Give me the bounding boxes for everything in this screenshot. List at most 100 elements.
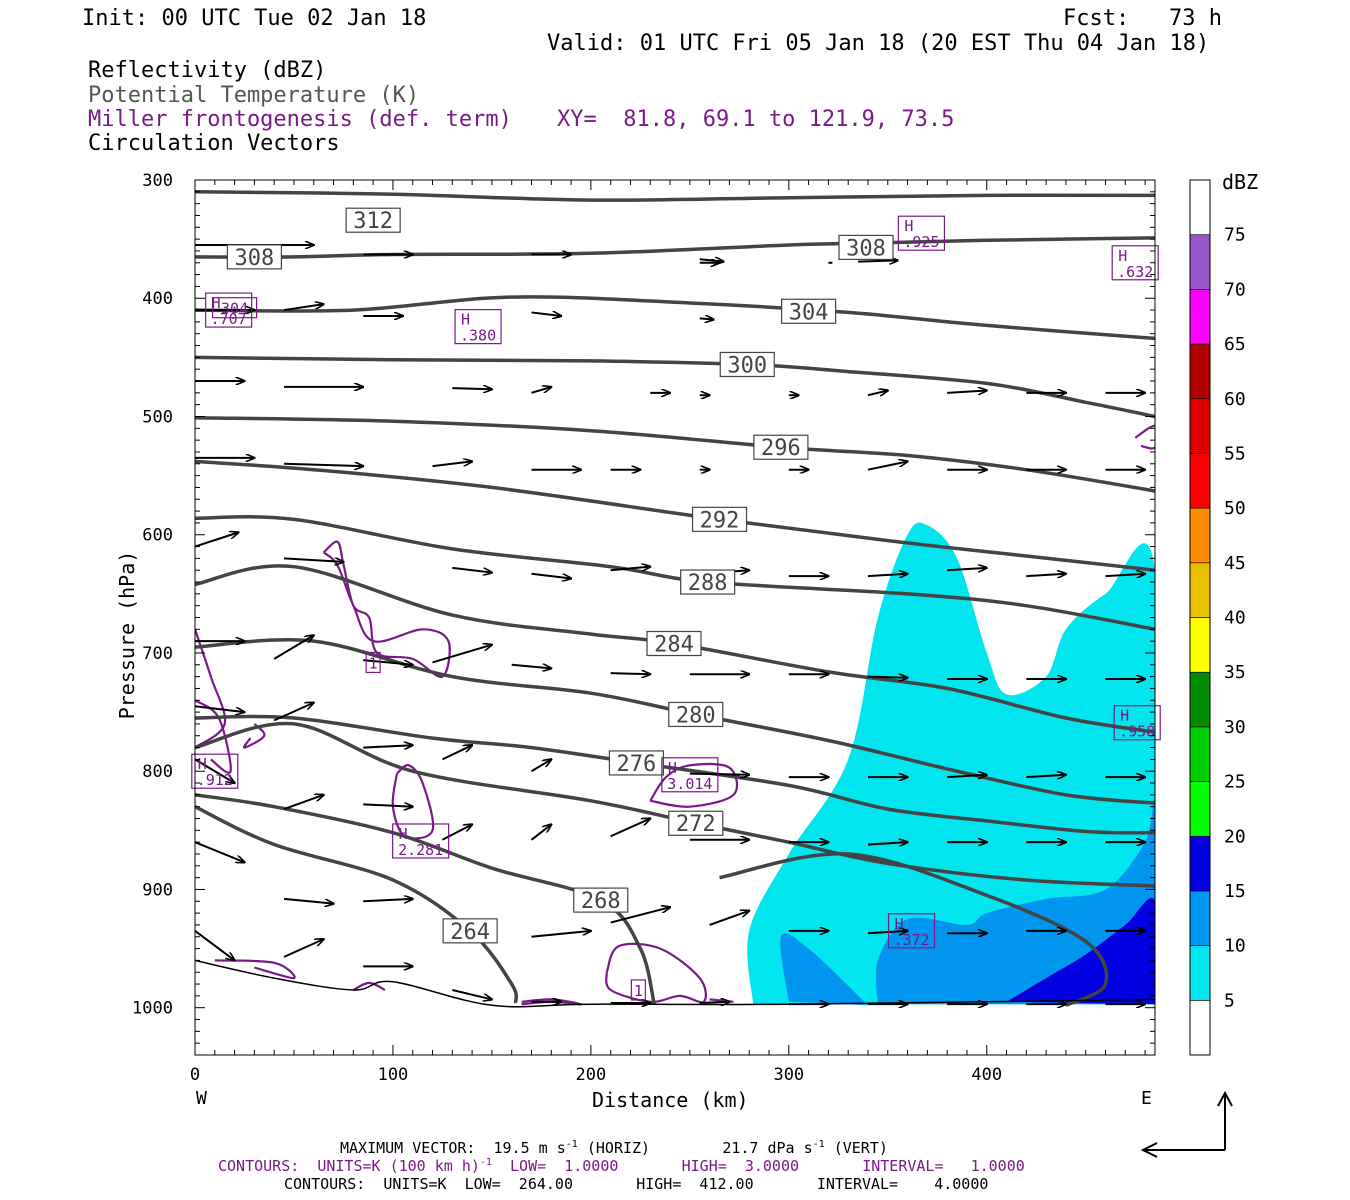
colorbar-swatch bbox=[1189, 289, 1211, 345]
miller-contour bbox=[214, 959, 296, 980]
frontogenesis-max-box bbox=[897, 215, 946, 251]
circulation-vector bbox=[511, 665, 552, 669]
theta-contour-312 bbox=[195, 190, 1155, 202]
y-tick-label: 600 bbox=[142, 526, 173, 546]
legend-reflectivity: Reflectivity (dBZ) bbox=[88, 58, 327, 83]
theta-label-box bbox=[691, 506, 748, 532]
circulation-vector bbox=[1026, 775, 1066, 777]
circulation-vector bbox=[283, 795, 324, 810]
circulation-vector bbox=[531, 931, 590, 938]
circulation-vector bbox=[441, 745, 472, 761]
miller-contour bbox=[649, 762, 739, 808]
circulation-vector bbox=[195, 705, 244, 712]
colorbar-swatch bbox=[1189, 343, 1211, 400]
frontogenesis-contour-label: 1 bbox=[369, 654, 378, 672]
colorbar-label: 55 bbox=[1224, 443, 1246, 464]
colorbar-label: 60 bbox=[1224, 389, 1246, 410]
colorbar-label: 30 bbox=[1224, 717, 1246, 738]
theta-label-box bbox=[668, 701, 724, 728]
theta-label-296: 296 bbox=[761, 436, 801, 461]
circulation-vector bbox=[284, 464, 363, 466]
y-tick-label: 1000 bbox=[132, 999, 173, 1019]
frontogenesis-max-box bbox=[1111, 245, 1159, 281]
colorbar-swatch bbox=[1189, 179, 1211, 235]
circulation-vector bbox=[1105, 574, 1146, 576]
circulation-vector bbox=[363, 659, 412, 665]
colorbar-label: 40 bbox=[1224, 608, 1246, 629]
circulation-vector bbox=[363, 745, 412, 747]
miller-contour bbox=[242, 723, 266, 749]
circulation-vector bbox=[610, 819, 651, 838]
legend-miller: Miller frontogenesis (def. term) bbox=[88, 107, 512, 132]
circulation-vector bbox=[699, 318, 714, 319]
theta-label-box bbox=[753, 434, 809, 460]
frontogenesis-max-value: .707 bbox=[211, 310, 247, 328]
colorbar-label: 20 bbox=[1224, 826, 1246, 847]
frontogenesis-max-letter: H bbox=[668, 759, 677, 777]
miller-contour bbox=[605, 942, 707, 1004]
frontogenesis-contour-label: 304 bbox=[221, 300, 248, 318]
theta-label-box bbox=[573, 887, 629, 913]
y-tick-label: 900 bbox=[142, 880, 173, 900]
colorbar-label: 70 bbox=[1224, 279, 1246, 300]
theta-label-304: 304 bbox=[789, 300, 829, 325]
miller-contour bbox=[195, 628, 227, 749]
theta-contour-292 bbox=[195, 459, 1155, 572]
frontogenesis-max-value: .372 bbox=[893, 931, 929, 949]
theta-label-264: 264 bbox=[450, 920, 490, 945]
colorbar-label: 25 bbox=[1224, 772, 1246, 793]
circulation-vector bbox=[441, 824, 472, 841]
theta-contour-268 bbox=[195, 793, 656, 1005]
colorbar-label: 35 bbox=[1224, 662, 1246, 683]
colorbar-swatch bbox=[1189, 726, 1211, 782]
colorbar-label: 45 bbox=[1224, 553, 1246, 574]
y-tick-label: 700 bbox=[142, 644, 173, 664]
init-time: Init: 00 UTC Tue 02 Jan 18 bbox=[82, 6, 427, 31]
frontogenesis-max-box bbox=[205, 292, 253, 328]
theta-contour-276 bbox=[195, 714, 1155, 835]
frontogenesis-max-letter: H bbox=[1120, 707, 1129, 725]
theta-label-box bbox=[646, 630, 702, 657]
circulation-vector bbox=[867, 931, 908, 933]
circulation-vector bbox=[530, 824, 551, 841]
theta-label-288: 288 bbox=[688, 571, 728, 596]
circulation-vector bbox=[284, 557, 343, 562]
circulation-vector bbox=[610, 567, 651, 571]
frontogenesis-max-value: .632 bbox=[1117, 263, 1153, 281]
colorbar-swatch bbox=[1189, 234, 1211, 290]
circulation-vector bbox=[452, 988, 492, 999]
circulation-vector bbox=[867, 390, 888, 395]
theta-label-box bbox=[838, 234, 894, 260]
circulation-vector bbox=[195, 532, 239, 548]
valid-time: Valid: 01 UTC Fri 05 Jan 18 (20 EST Thu … bbox=[547, 31, 1210, 56]
frontogenesis-max-box bbox=[392, 823, 450, 859]
colorbar-swatch bbox=[1189, 945, 1211, 1001]
circulation-vector bbox=[709, 911, 750, 926]
theta-contour-304 bbox=[195, 295, 1155, 341]
circulation-vector bbox=[195, 758, 235, 783]
circulation-vector bbox=[432, 461, 473, 468]
frontogenesis-max-letter: H bbox=[399, 825, 408, 843]
circulation-vector bbox=[867, 842, 908, 844]
circulation-vector bbox=[1026, 574, 1066, 576]
theta-contour-296 bbox=[195, 415, 1155, 493]
theta-label-box bbox=[668, 810, 724, 836]
max-vector-text: MAXIMUM VECTOR: 19.5 m s-1 (HORIZ) 21.7 … bbox=[340, 1139, 888, 1157]
circulation-vector bbox=[947, 775, 987, 777]
colorbar-swatch bbox=[1189, 507, 1211, 564]
x-tick-label: 100 bbox=[378, 1065, 409, 1085]
reference-vector-icon bbox=[1140, 1090, 1233, 1158]
circulation-vector bbox=[283, 939, 324, 958]
frontogenesis-max-box bbox=[1113, 705, 1161, 741]
colorbar-swatch bbox=[1189, 453, 1211, 509]
miller-contour bbox=[1134, 424, 1155, 450]
miller-contour bbox=[195, 699, 232, 774]
theta-label-box bbox=[608, 750, 665, 776]
x-tick-label: 0 bbox=[190, 1065, 200, 1085]
theta-label-box bbox=[345, 207, 401, 233]
theta-label-box bbox=[781, 298, 837, 324]
circulation-vector bbox=[273, 703, 314, 722]
circulation-vector bbox=[867, 677, 908, 678]
frontogenesis-max-value: .958 bbox=[1119, 723, 1155, 741]
